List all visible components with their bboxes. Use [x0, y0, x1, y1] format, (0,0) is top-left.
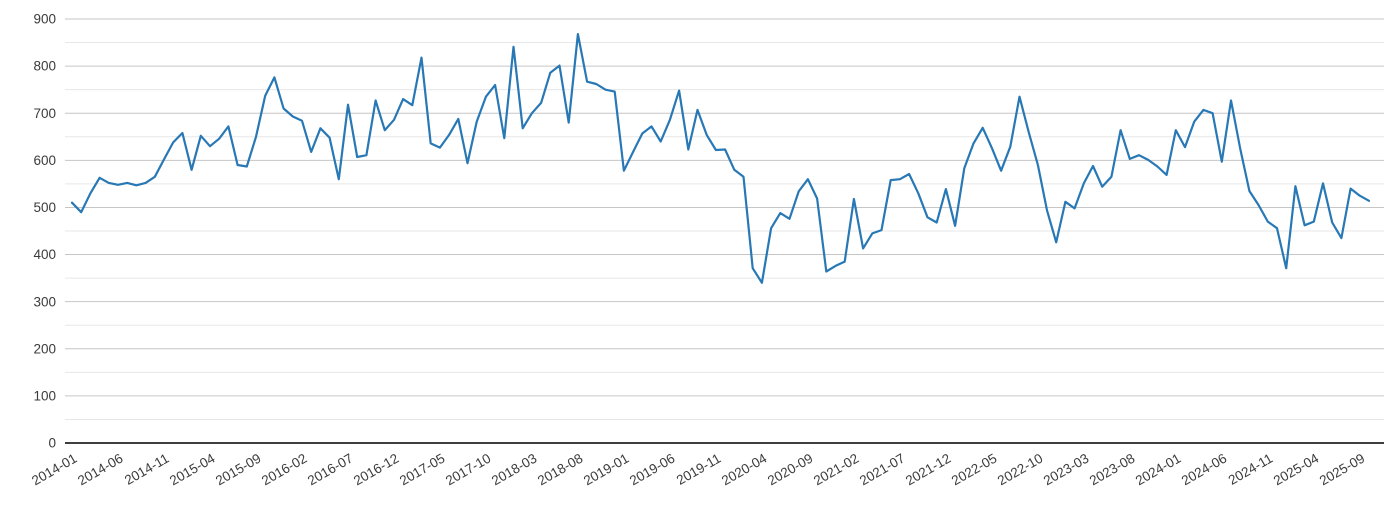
x-tick-label: 2015-04 — [167, 450, 218, 488]
x-tick-label: 2017-05 — [397, 451, 447, 489]
y-tick-label: 500 — [33, 200, 56, 215]
x-tick-label: 2023-03 — [1041, 451, 1091, 489]
x-tick-label: 2022-05 — [949, 451, 999, 489]
x-tick-label: 2018-08 — [535, 451, 585, 489]
x-tick-label: 2016-07 — [305, 451, 355, 489]
y-tick-label: 200 — [33, 341, 56, 356]
x-tick-label: 2019-11 — [674, 451, 724, 488]
y-tick-label: 400 — [33, 247, 56, 262]
x-tick-label: 2023-08 — [1087, 451, 1137, 489]
x-tick-label: 2014-11 — [122, 451, 172, 488]
x-tick-label: 2021-12 — [903, 451, 953, 489]
y-tick-label: 300 — [33, 294, 56, 309]
data-line-series — [70, 32, 1371, 284]
x-tick-label: 2017-10 — [443, 451, 493, 489]
x-tick-label: 2016-02 — [259, 451, 309, 489]
x-tick-label: 2024-11 — [1226, 451, 1276, 488]
y-tick-label: 0 — [48, 436, 56, 451]
x-tick-label: 2025-04 — [1271, 450, 1322, 488]
x-tick-label: 2020-09 — [765, 451, 815, 489]
y-tick-label: 100 — [33, 388, 56, 403]
x-tick-label: 2025-09 — [1317, 451, 1367, 489]
y-tick-label: 900 — [33, 12, 56, 27]
x-tick-label: 2018-03 — [489, 451, 539, 489]
y-tick-label: 700 — [33, 106, 56, 121]
x-tick-label: 2024-01 — [1133, 451, 1183, 489]
x-tick-label: 2016-12 — [351, 451, 401, 489]
x-tick-label: 2024-06 — [1179, 451, 1229, 489]
x-tick-label: 2015-09 — [213, 451, 263, 489]
x-tick-label: 2021-02 — [811, 451, 861, 489]
x-tick-label: 2021-07 — [857, 451, 907, 489]
x-tick-label: 2019-06 — [627, 451, 677, 489]
x-tick-label: 2020-04 — [719, 450, 770, 488]
x-tick-label: 2022-10 — [995, 451, 1045, 489]
x-tick-label: 2014-01 — [29, 451, 79, 489]
x-tick-label: 2014-06 — [75, 451, 125, 489]
y-tick-label: 800 — [33, 59, 56, 74]
y-tick-label: 600 — [33, 153, 56, 168]
x-tick-label: 2019-01 — [581, 451, 631, 489]
